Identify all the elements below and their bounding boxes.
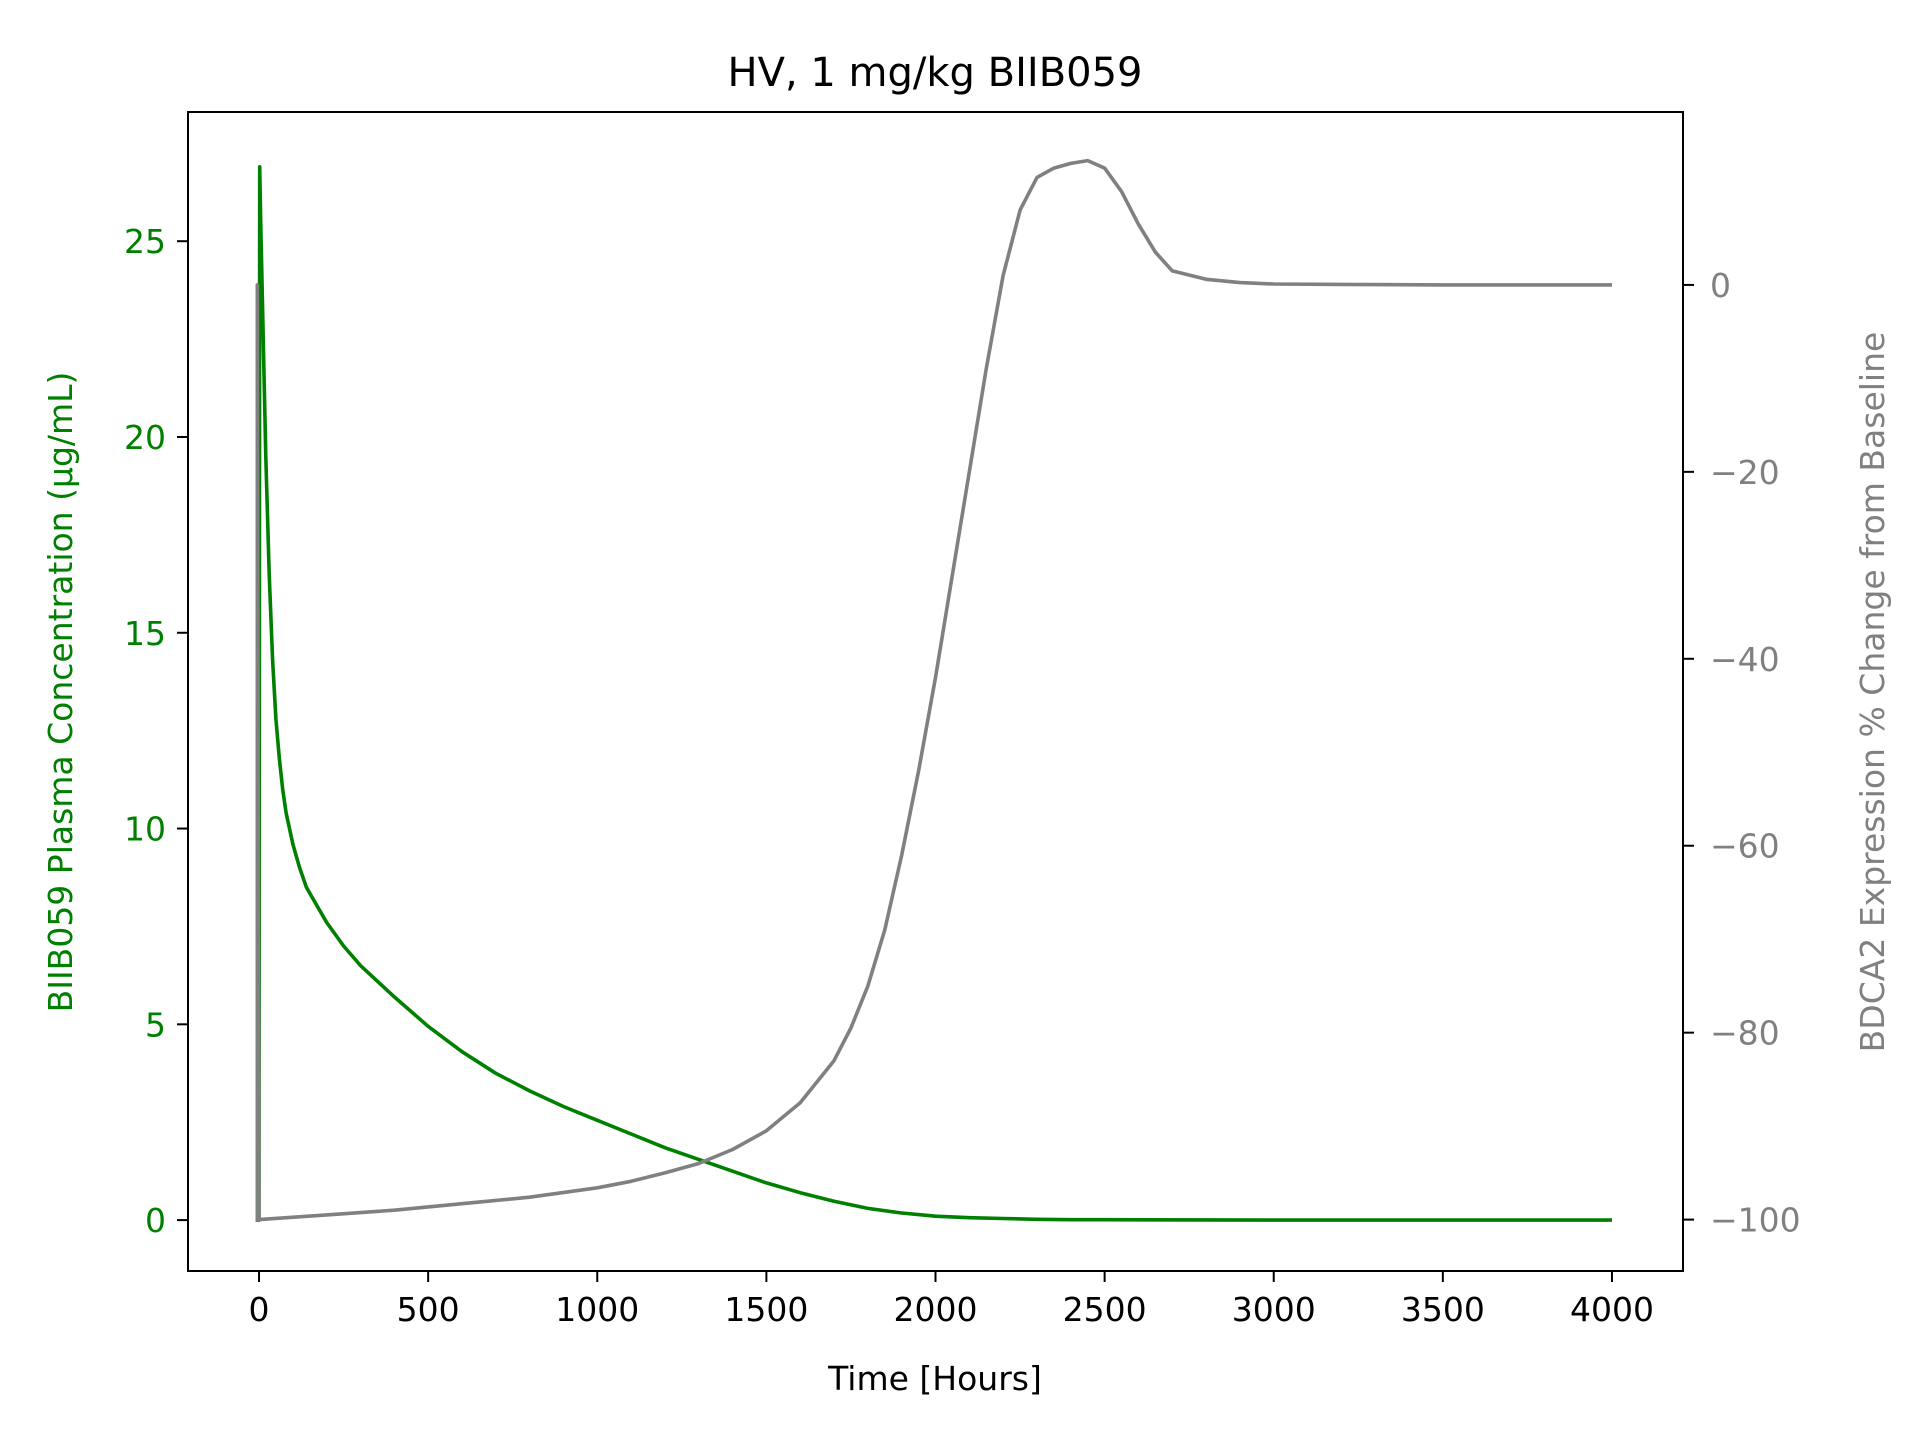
x-tick-label: 3000 xyxy=(1232,1290,1316,1329)
y-right-tick-label: −20 xyxy=(1710,453,1780,492)
x-axis-label: Time [Hours] xyxy=(827,1359,1042,1398)
x-tick-label: 500 xyxy=(397,1290,460,1329)
x-tick-label: 4000 xyxy=(1570,1290,1654,1329)
series-line-concentration xyxy=(255,165,1612,1222)
y-right-tick-label: −40 xyxy=(1710,640,1780,679)
y-axis-left-label: BIIB059 Plasma Concentration (µg/mL) xyxy=(41,372,80,1013)
y-left-tick-label: 25 xyxy=(124,222,166,261)
y-left-tick-label: 20 xyxy=(124,418,166,457)
y-right-tick-label: −60 xyxy=(1710,827,1780,866)
y-left-tick-label: 10 xyxy=(124,810,166,849)
y-right-tick-label: 0 xyxy=(1710,266,1731,305)
x-tick-label: 2000 xyxy=(894,1290,978,1329)
plot-area xyxy=(255,158,1612,1222)
y-left-tick-label: 5 xyxy=(145,1005,166,1044)
y-left-tick-label: 0 xyxy=(145,1201,166,1240)
x-tick-label: 1500 xyxy=(724,1290,808,1329)
y-right-tick-label: −100 xyxy=(1710,1201,1801,1240)
chart-title: HV, 1 mg/kg BIIB059 xyxy=(728,50,1143,96)
x-tick-label: 0 xyxy=(249,1290,270,1329)
y-left-tick-label: 15 xyxy=(124,614,166,653)
y-axis-right-label: BDCA2 Expression % Change from Baseline xyxy=(1853,332,1892,1053)
x-tick-label: 3500 xyxy=(1401,1290,1485,1329)
y-right-tick-label: −80 xyxy=(1710,1014,1780,1053)
axes: 0 500 1000 1500 2000 2500 3000 3500 4000 0 5 10 15 20… xyxy=(124,111,1801,1329)
x-tick-label: 1000 xyxy=(555,1290,639,1329)
series-line-bdca2 xyxy=(255,158,1612,1222)
x-tick-label: 2500 xyxy=(1063,1290,1147,1329)
